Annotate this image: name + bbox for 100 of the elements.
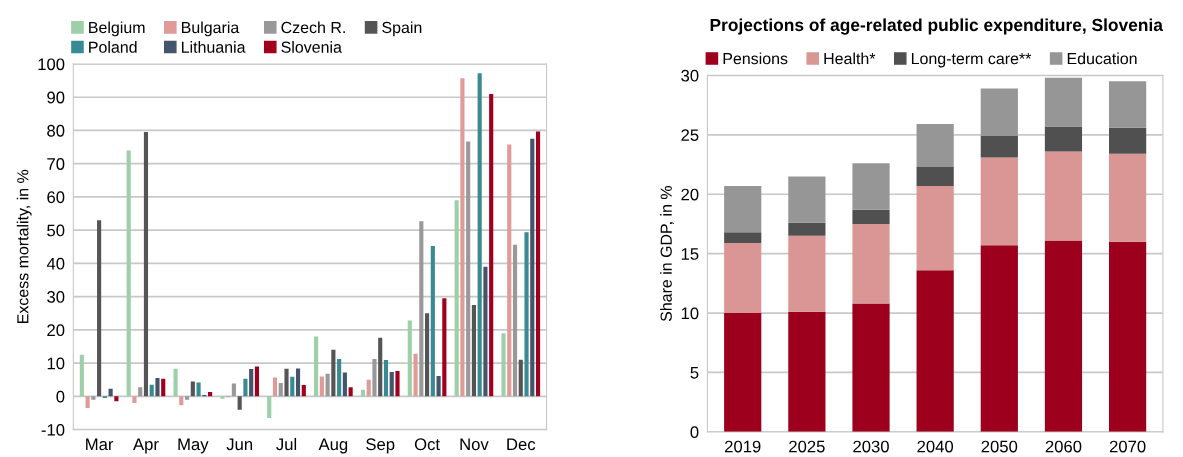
- x-tick-label: 2070: [1109, 440, 1146, 453]
- bar: [290, 376, 295, 397]
- bar: [132, 396, 137, 403]
- y-axis-title: Excess mortality, in %: [16, 169, 32, 323]
- y-tick-label: 25: [681, 129, 699, 142]
- bar: [477, 73, 482, 397]
- bar: [852, 223, 890, 304]
- bar: [724, 185, 762, 233]
- bar: [190, 381, 195, 397]
- bar: [980, 245, 1018, 432]
- bar: [348, 387, 353, 397]
- x-tick-label: Mar: [86, 438, 114, 451]
- x-tick-label: 2030: [853, 440, 889, 453]
- bar: [196, 382, 201, 397]
- bar: [301, 385, 306, 397]
- bar: [337, 359, 342, 397]
- bar: [436, 376, 441, 397]
- bar: [138, 387, 143, 397]
- y-tick-label: 30: [47, 291, 65, 303]
- x-tick-label: 2025: [789, 440, 825, 453]
- bar: [430, 246, 435, 397]
- bar: [980, 88, 1018, 136]
- bar: [366, 379, 371, 397]
- bar: [530, 138, 535, 397]
- y-tick-label: 40: [46, 257, 65, 270]
- bar: [173, 368, 178, 397]
- x-tick-label: Jun: [226, 438, 253, 451]
- y-tick-label: 50: [47, 224, 65, 237]
- bar: [114, 396, 119, 402]
- bar: [220, 396, 225, 399]
- bar: [788, 222, 826, 236]
- bar: [454, 200, 459, 397]
- bar: [395, 371, 400, 397]
- bar: [852, 163, 890, 210]
- bar: [535, 131, 541, 397]
- legend-label: Slovenia: [281, 41, 342, 53]
- bar: [389, 372, 394, 397]
- bar: [372, 359, 377, 397]
- bar: [295, 368, 301, 397]
- bar: [460, 78, 465, 397]
- bar: [788, 235, 826, 312]
- x-tick-label: Sep: [366, 438, 395, 454]
- bar: [724, 313, 762, 432]
- bar: [231, 383, 236, 397]
- bar: [916, 166, 954, 186]
- legend-label: Health*: [824, 52, 876, 65]
- x-tick-label: May: [178, 438, 209, 454]
- bar: [916, 124, 954, 167]
- x-tick-label: 2019: [725, 440, 761, 453]
- y-tick-label: 10: [47, 357, 65, 370]
- legend-label: Spain: [382, 21, 422, 37]
- x-tick-label: Oct: [414, 438, 440, 451]
- bar: [1109, 81, 1147, 128]
- legend-label: Pensions: [723, 52, 788, 65]
- y-tick-label: 20: [47, 324, 65, 337]
- y-tick-label: 15: [681, 248, 699, 260]
- y-tick-label: 5: [690, 367, 699, 379]
- chart-title: Projections of age-related public expenditure, Slovenia: [710, 18, 1164, 35]
- bar: [378, 337, 383, 397]
- y-tick-label: 30: [681, 69, 699, 82]
- bar: [249, 369, 254, 397]
- legend-label: Long-term care**: [911, 53, 1032, 68]
- bar: [85, 396, 90, 408]
- bar: [852, 209, 890, 224]
- bar: [483, 266, 488, 397]
- legend-label: Poland: [89, 41, 137, 53]
- bar: [501, 333, 506, 397]
- bar: [155, 378, 160, 397]
- bar: [852, 303, 890, 432]
- bar: [1044, 151, 1083, 241]
- bar: [507, 144, 512, 397]
- bar: [489, 93, 494, 397]
- bar: [342, 372, 347, 397]
- bar: [126, 150, 131, 397]
- bar: [278, 383, 283, 397]
- bar: [97, 220, 102, 397]
- bar: [91, 396, 96, 400]
- legend-label: Czech R.: [281, 21, 345, 34]
- y-axis-title: Share in GDP, in %: [660, 185, 674, 322]
- y-tick-label: 60: [47, 191, 65, 204]
- bar: [319, 376, 324, 397]
- bar: [143, 132, 149, 397]
- bar: [518, 359, 523, 397]
- bar: [788, 311, 826, 432]
- x-tick-label: Apr: [133, 438, 159, 454]
- bar: [149, 384, 154, 397]
- bar: [466, 141, 471, 397]
- bar: [243, 378, 248, 397]
- y-tick-label: 20: [681, 188, 699, 201]
- bar: [425, 313, 430, 397]
- bar: [442, 298, 447, 397]
- bar: [1044, 77, 1083, 127]
- bar: [254, 366, 260, 397]
- bar: [1109, 127, 1147, 154]
- bar: [272, 377, 278, 397]
- bar: [980, 136, 1018, 158]
- legend-label: Lithuania: [181, 41, 246, 53]
- y-tick-label: 90: [47, 91, 65, 104]
- bar: [1044, 126, 1083, 152]
- x-tick-label: 2050: [981, 440, 1018, 453]
